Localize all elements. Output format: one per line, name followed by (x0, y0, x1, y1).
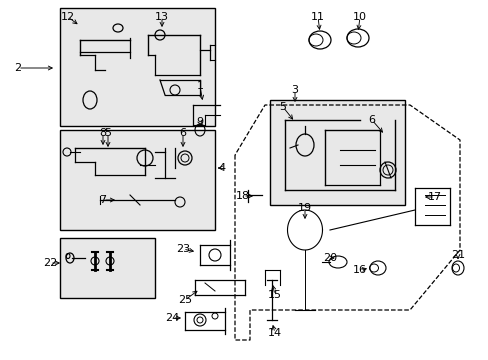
Text: 16: 16 (352, 265, 366, 275)
Text: 18: 18 (235, 191, 249, 201)
Text: 1: 1 (196, 81, 203, 91)
Text: 23: 23 (176, 244, 190, 254)
Bar (60, 8, 215, 126)
Text: 6: 6 (368, 115, 375, 125)
Text: 7: 7 (99, 195, 106, 205)
Text: 22: 22 (43, 258, 57, 268)
Text: 4: 4 (218, 163, 225, 173)
Text: 8: 8 (99, 128, 106, 138)
Text: 5: 5 (279, 102, 286, 112)
Bar (60, 238, 155, 298)
Text: 12: 12 (61, 12, 75, 22)
Text: 10: 10 (352, 12, 366, 22)
Text: 17: 17 (427, 192, 441, 202)
Bar (269, 100, 404, 205)
Text: 20: 20 (322, 253, 336, 263)
Text: 11: 11 (310, 12, 325, 22)
Text: 5: 5 (104, 128, 111, 138)
Text: 6: 6 (179, 128, 186, 138)
Text: 3: 3 (291, 85, 298, 95)
Text: 9: 9 (196, 117, 203, 127)
Text: 13: 13 (155, 12, 169, 22)
Text: 21: 21 (450, 250, 464, 260)
Bar (60, 130, 215, 230)
Text: 19: 19 (297, 203, 311, 213)
Text: 14: 14 (267, 328, 282, 338)
Text: 24: 24 (164, 313, 179, 323)
Text: 25: 25 (178, 295, 192, 305)
Text: 2: 2 (15, 63, 21, 73)
Text: 15: 15 (267, 290, 282, 300)
